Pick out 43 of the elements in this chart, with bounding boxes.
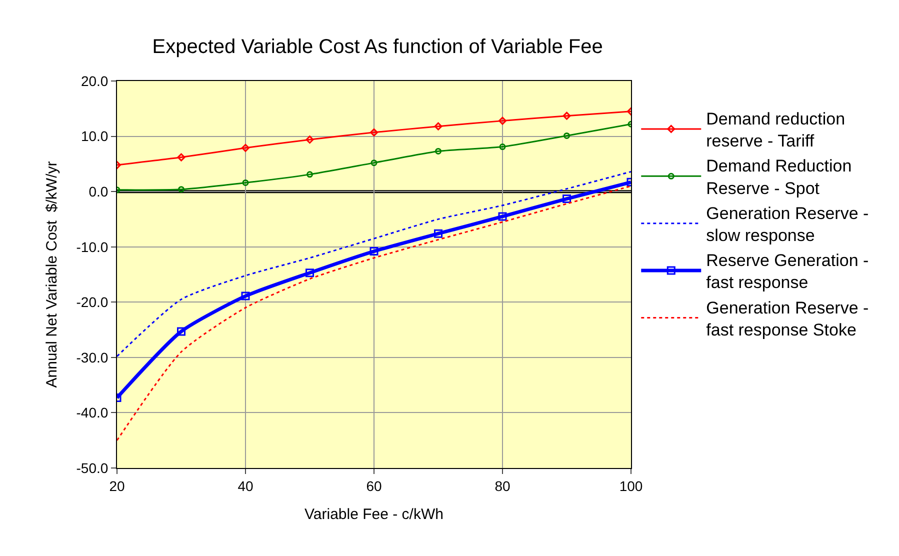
point: [498, 212, 507, 221]
point: [241, 292, 250, 300]
point: [306, 136, 314, 144]
point: [434, 122, 442, 130]
point: [177, 327, 186, 336]
y-tick-label: -40.0: [76, 404, 108, 421]
point: [370, 247, 378, 256]
point: [498, 116, 506, 125]
point: [370, 128, 378, 136]
x-tick-label: 80: [494, 478, 510, 494]
point: [435, 148, 442, 154]
legend-label: Reserve Generation - fast response: [706, 251, 869, 292]
legend-label: Generation Reserve - slow response: [706, 204, 869, 246]
legend-label: Generation Reserve - fast response Stoke: [706, 298, 869, 340]
x-tick-label: 100: [619, 478, 643, 494]
point: [370, 160, 378, 166]
point: [499, 144, 506, 150]
x-axis-title: Variable Fee - c/kWh: [304, 506, 444, 523]
y-tick-label: -50.0: [76, 460, 108, 476]
point: [434, 229, 442, 238]
point: [306, 268, 314, 278]
point: [306, 171, 313, 178]
y-tick-label: -20.0: [76, 294, 108, 310]
point: [178, 186, 184, 193]
x-tick-label: 20: [109, 478, 125, 494]
y-tick-label: -30.0: [76, 349, 108, 366]
x-tick-label: 60: [366, 478, 382, 494]
line-series: [117, 170, 631, 358]
y-tick-label: 0.0: [88, 183, 108, 200]
y-axis-title: Annual Net Variable Cost $/kW/yr: [44, 161, 61, 388]
point: [242, 179, 249, 186]
x-tick-label: 40: [238, 478, 254, 494]
legend-label: Demand reduction reserve - Tariff: [706, 110, 846, 151]
y-tick-label: 20.0: [80, 72, 108, 89]
y-tick-label: -10.0: [76, 238, 108, 255]
point: [564, 132, 570, 139]
legend-label: Demand Reduction Reserve - Spot: [706, 156, 852, 198]
point: [562, 112, 571, 120]
chart-title: Expected Variable Cost As function of Variable Fee: [152, 36, 603, 58]
point: [242, 144, 250, 152]
point: [177, 153, 186, 162]
point: [562, 194, 571, 204]
y-tick-label: 10.0: [80, 128, 108, 144]
